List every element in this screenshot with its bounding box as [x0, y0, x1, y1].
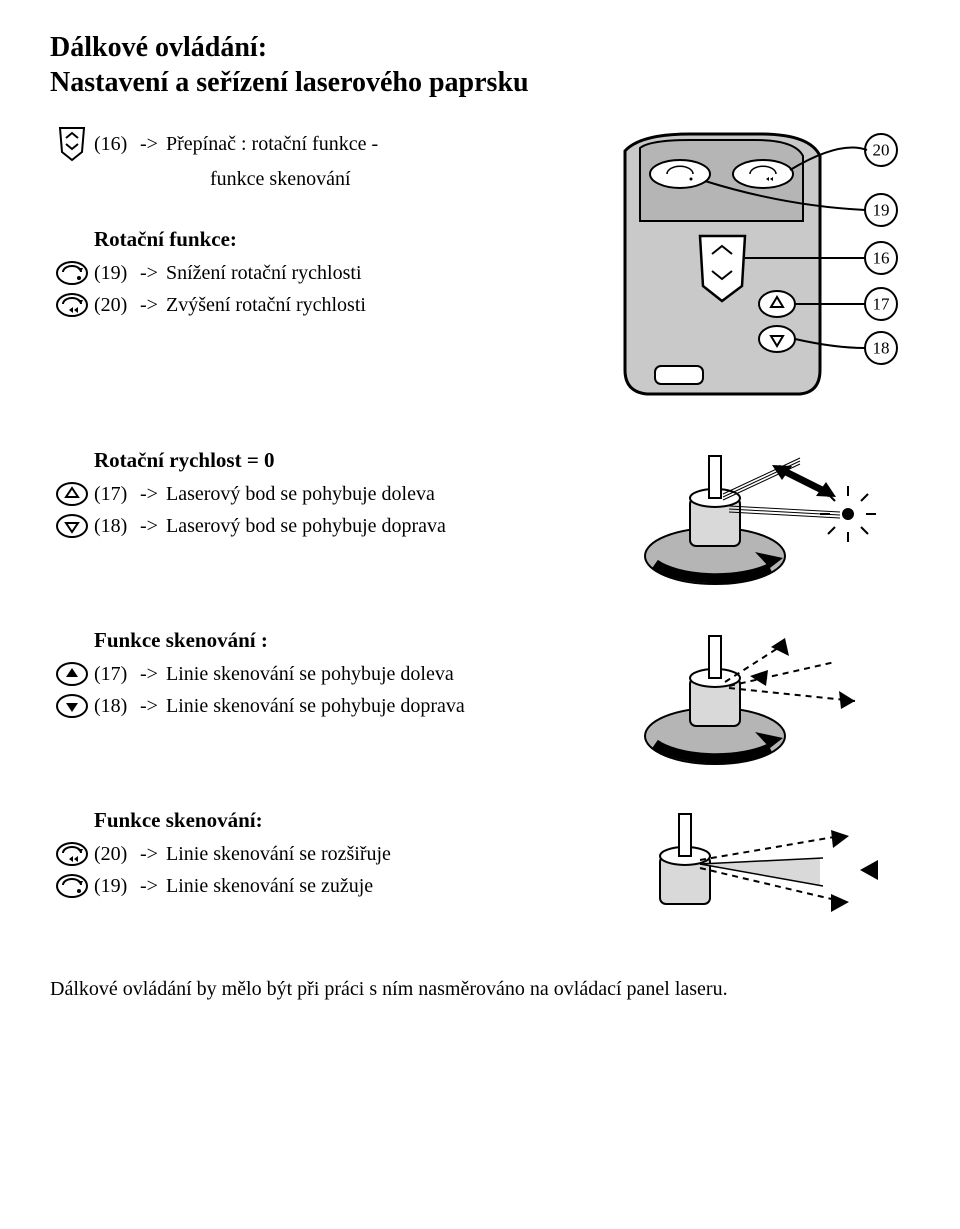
arrow: ->: [140, 843, 166, 866]
row-scan-move: Funkce skenování : (17) -> Linie skenová…: [50, 626, 910, 776]
icon-oval-up: [50, 481, 94, 507]
num-20: (20): [94, 294, 140, 317]
label-16a: Přepínač : rotační funkce -: [166, 133, 378, 156]
icon-oval-down: [50, 513, 94, 539]
callout-19: 19: [873, 201, 890, 220]
figure-scan-size: [580, 806, 910, 936]
num-16: (16): [94, 133, 140, 156]
icon-rotate-dot-b: [50, 873, 94, 899]
item-line-16: (16) -> Přepínač : rotační funkce -: [50, 126, 580, 162]
item-line-16b: funkce skenování: [210, 168, 580, 191]
label-18a: Laserový bod se pohybuje doprava: [166, 515, 446, 538]
arrow: ->: [140, 663, 166, 686]
icon-oval-down-fill: [50, 693, 94, 719]
arrow: ->: [140, 875, 166, 898]
figure-laser-dot: [580, 446, 910, 596]
switch-text-col: (16) -> Přepínač : rotační funkce - funk…: [50, 126, 580, 324]
item-line-17b: (17) -> Linie skenování se pohybuje dole…: [50, 661, 580, 687]
label-18b: Linie skenování se pohybuje doprava: [166, 695, 465, 718]
heading-speed-zero: Rotační rychlost = 0: [94, 448, 580, 473]
callout-16: 16: [873, 249, 890, 268]
item-line-18a: (18) -> Laserový bod se pohybuje doprava: [50, 513, 580, 539]
arrow: ->: [140, 695, 166, 718]
row-scan-size: Funkce skenování: (20) -> Linie skenován…: [50, 806, 910, 936]
num-18a: (18): [94, 515, 140, 538]
icon-oval-up-fill: [50, 661, 94, 687]
scan-size-text: Funkce skenování: (20) -> Linie skenován…: [50, 806, 580, 905]
num-19b: (19): [94, 875, 140, 898]
page-title: Dálkové ovládání: Nastavení a seřízení l…: [50, 30, 910, 100]
figure-scan-move: [580, 626, 910, 776]
callout-20: 20: [873, 141, 890, 160]
item-line-18b: (18) -> Linie skenování se pohybuje dopr…: [50, 693, 580, 719]
remote-illustration: 20 19 16 17 18: [580, 126, 910, 416]
arrow: ->: [140, 515, 166, 538]
arrow: ->: [140, 133, 166, 156]
icon-rotate-fast-b: [50, 841, 94, 867]
callout-18: 18: [873, 339, 890, 358]
speed-zero-text: Rotační rychlost = 0 (17) -> Laserový bo…: [50, 446, 580, 545]
row-speed-zero: Rotační rychlost = 0 (17) -> Laserový bo…: [50, 446, 910, 596]
item-line-19b: (19) -> Linie skenování se zužuje: [50, 873, 580, 899]
num-20b: (20): [94, 843, 140, 866]
item-line-20b: (20) -> Linie skenování se rozšiřuje: [50, 841, 580, 867]
title-line-1: Dálkové ovládání:: [50, 32, 267, 63]
num-18b: (18): [94, 695, 140, 718]
heading-scan-size: Funkce skenování:: [94, 808, 580, 833]
num-17a: (17): [94, 483, 140, 506]
num-19: (19): [94, 262, 140, 285]
num-17b: (17): [94, 663, 140, 686]
label-19b: Linie skenování se zužuje: [166, 875, 373, 898]
item-line-19: (19) -> Snížení rotační rychlosti: [50, 260, 580, 286]
label-19: Snížení rotační rychlosti: [166, 262, 362, 285]
callout-17: 17: [873, 295, 891, 314]
item-line-20: (20) -> Zvýšení rotační rychlosti: [50, 292, 580, 318]
label-20b: Linie skenování se rozšiřuje: [166, 843, 391, 866]
heading-scan-move: Funkce skenování :: [94, 628, 580, 653]
label-17b: Linie skenování se pohybuje doleva: [166, 663, 454, 686]
icon-rotate-fast: [50, 292, 94, 318]
row-switch-and-remote: (16) -> Přepínač : rotační funkce - funk…: [50, 126, 910, 416]
title-line-2: Nastavení a seřízení laserového paprsku: [50, 67, 529, 98]
label-20: Zvýšení rotační rychlosti: [166, 294, 366, 317]
icon-shield-arrows: [50, 126, 94, 162]
icon-rotate-dot: [50, 260, 94, 286]
bottom-note: Dálkové ovládání by mělo být při práci s…: [50, 976, 910, 1003]
scan-move-text: Funkce skenování : (17) -> Linie skenová…: [50, 626, 580, 725]
arrow: ->: [140, 262, 166, 285]
item-line-17a: (17) -> Laserový bod se pohybuje doleva: [50, 481, 580, 507]
label-17a: Laserový bod se pohybuje doleva: [166, 483, 435, 506]
arrow: ->: [140, 294, 166, 317]
label-16b: funkce skenování: [210, 168, 351, 191]
heading-rotation: Rotační funkce:: [94, 227, 580, 252]
arrow: ->: [140, 483, 166, 506]
